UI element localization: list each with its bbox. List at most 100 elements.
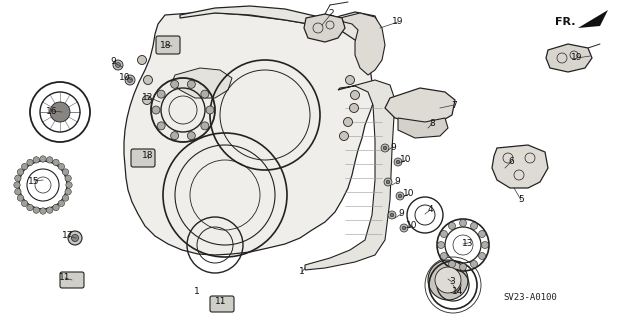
Text: 19: 19 [572,54,583,63]
Circle shape [17,169,24,175]
Circle shape [33,207,40,213]
Circle shape [449,222,456,229]
Text: 15: 15 [28,176,40,186]
Text: 17: 17 [62,232,74,241]
Circle shape [27,159,33,166]
Circle shape [383,146,387,150]
Circle shape [27,204,33,211]
Polygon shape [546,44,592,72]
Circle shape [381,144,389,152]
Circle shape [58,200,65,207]
Circle shape [346,76,355,85]
Circle shape [52,159,59,166]
Circle shape [171,132,179,140]
Circle shape [384,178,392,186]
Circle shape [62,195,68,201]
Circle shape [47,207,53,213]
Circle shape [396,192,404,200]
Text: 5: 5 [518,196,524,204]
Circle shape [62,169,68,175]
Circle shape [460,219,467,226]
Text: 12: 12 [142,93,154,101]
Text: 9: 9 [110,57,116,66]
Text: 11: 11 [60,273,71,283]
Text: 4: 4 [427,205,433,214]
Text: 10: 10 [119,72,131,81]
Circle shape [113,60,123,70]
Polygon shape [124,12,380,255]
Text: 6: 6 [508,158,514,167]
Circle shape [188,132,195,140]
Text: 19: 19 [392,18,404,26]
Text: 7: 7 [451,100,457,109]
Circle shape [400,224,408,232]
Circle shape [127,78,132,83]
Polygon shape [180,6,380,42]
Polygon shape [398,118,448,138]
Circle shape [21,200,28,207]
Circle shape [386,180,390,184]
Circle shape [460,263,467,271]
Polygon shape [172,68,232,98]
Polygon shape [305,80,395,270]
Circle shape [68,231,82,245]
Circle shape [479,231,486,238]
Circle shape [398,194,402,198]
Text: 8: 8 [429,120,435,129]
Text: 10: 10 [403,189,415,198]
Text: 18: 18 [160,41,172,49]
Text: 10: 10 [400,155,412,165]
Circle shape [33,157,40,163]
Circle shape [470,261,477,268]
Text: 2: 2 [328,10,334,19]
Circle shape [440,231,447,238]
Text: SV23-A0100: SV23-A0100 [503,293,557,302]
Circle shape [125,75,135,85]
Text: 9: 9 [390,143,396,152]
Polygon shape [578,10,608,28]
FancyBboxPatch shape [60,272,84,288]
Circle shape [481,241,488,249]
Circle shape [66,182,72,188]
Circle shape [445,277,461,293]
Circle shape [394,158,402,166]
Circle shape [21,163,28,170]
Text: 10: 10 [406,221,418,231]
Circle shape [339,131,349,140]
Circle shape [58,163,65,170]
Circle shape [65,189,71,195]
Text: 1: 1 [299,268,305,277]
Text: 16: 16 [46,107,58,115]
Circle shape [152,106,160,114]
Circle shape [479,253,486,259]
FancyBboxPatch shape [210,296,234,312]
Circle shape [344,117,353,127]
Text: 9: 9 [398,210,404,219]
Circle shape [50,102,70,122]
Circle shape [188,80,195,88]
Circle shape [402,226,406,230]
Circle shape [396,160,400,164]
Text: 1: 1 [194,286,200,295]
FancyBboxPatch shape [131,149,155,167]
Circle shape [438,241,445,249]
Circle shape [157,90,165,98]
Circle shape [390,213,394,217]
Circle shape [143,76,152,85]
Circle shape [206,106,214,114]
Circle shape [65,175,71,182]
Circle shape [428,260,468,300]
Polygon shape [492,145,548,188]
Circle shape [72,234,79,241]
Text: FR.: FR. [556,17,576,27]
Text: 13: 13 [462,239,474,248]
Circle shape [157,122,165,130]
Circle shape [435,267,461,293]
Circle shape [40,208,46,214]
Circle shape [14,182,20,188]
Text: 14: 14 [452,287,464,296]
Text: 9: 9 [394,177,400,187]
Circle shape [449,261,456,268]
Circle shape [143,95,152,105]
Circle shape [17,195,24,201]
